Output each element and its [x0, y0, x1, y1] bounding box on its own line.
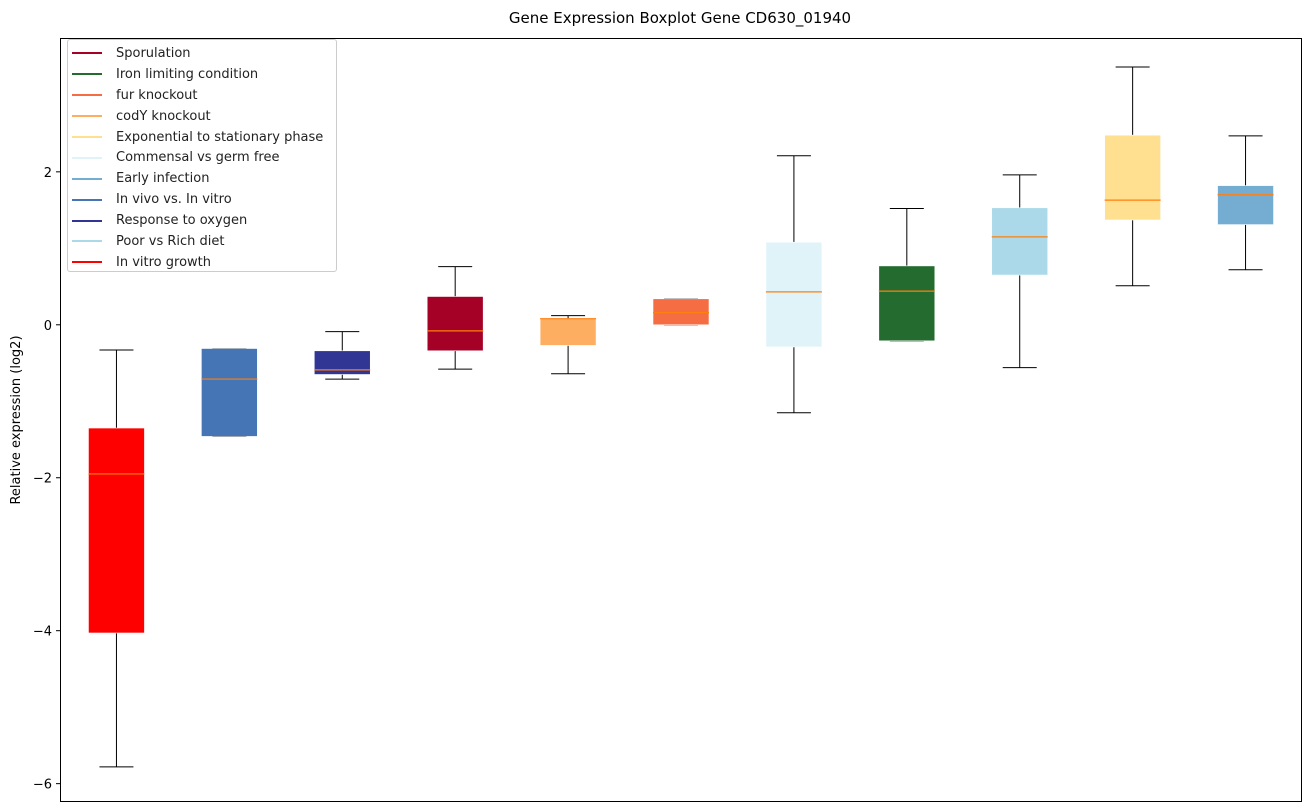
- y-tick-label: −4: [33, 625, 52, 640]
- plot-frame: [60, 38, 1302, 802]
- y-tick-label: −2: [33, 472, 52, 487]
- legend-label: Iron limiting condition: [116, 66, 259, 82]
- box-body: [313, 350, 371, 375]
- legend-label: Sporulation: [116, 45, 191, 61]
- legend-item: In vitro growth: [68, 252, 336, 273]
- box-body: [765, 241, 823, 348]
- legend-line-icon: [72, 261, 102, 264]
- y-axis-label: Relative expression (log2): [9, 335, 24, 504]
- y-tick-label: −6: [33, 778, 52, 793]
- legend-line-icon: [72, 219, 102, 222]
- box-in-vivo-vs-in-vitro: [201, 347, 258, 437]
- box-early-infection: [1217, 135, 1274, 271]
- legend-item: In vivo vs. In vitro: [68, 189, 336, 210]
- legend: Sporulation Iron limiting condition fur kn…: [67, 39, 337, 272]
- box-body: [426, 296, 484, 352]
- box-in-vitro-growth: [88, 349, 145, 768]
- box-body: [652, 298, 710, 326]
- legend-line-icon: [72, 52, 102, 55]
- legend-label: codY knockout: [116, 108, 211, 124]
- legend-label: In vitro growth: [116, 254, 211, 270]
- chart-title: Gene Expression Boxplot Gene CD630_01940: [509, 9, 851, 28]
- box-body: [201, 348, 258, 437]
- y-tick-label: 0: [44, 319, 52, 334]
- legend-label: Exponential to stationary phase: [116, 129, 324, 145]
- legend-item: codY knockout: [68, 106, 336, 127]
- box-commensal-vs-germ-free: [765, 155, 823, 414]
- box-body: [878, 265, 936, 342]
- legend-item: Poor vs Rich diet: [68, 231, 336, 252]
- box-sporulation: [426, 266, 484, 370]
- legend-label: Response to oxygen: [116, 213, 248, 229]
- legend-line-icon: [72, 73, 102, 76]
- box-body: [991, 207, 1049, 276]
- legend-item: Commensal vs germ free: [68, 147, 336, 168]
- legend-item: Sporulation: [68, 43, 336, 64]
- box-response-to-oxygen: [313, 331, 371, 380]
- y-tick-label: 2: [44, 166, 52, 181]
- legend-line-icon: [72, 94, 102, 97]
- box-cody-knockout: [539, 315, 597, 375]
- legend-line-icon: [72, 156, 102, 159]
- box-poor-vs-rich-diet: [991, 174, 1049, 369]
- box-fur-knockout: [652, 298, 710, 326]
- legend-label: Early infection: [116, 171, 210, 187]
- legend-label: Commensal vs germ free: [116, 150, 280, 166]
- box-iron-limiting-condition: [878, 208, 936, 342]
- legend-label: In vivo vs. In vitro: [116, 192, 232, 208]
- legend-item: Iron limiting condition: [68, 64, 336, 85]
- legend-item: Early infection: [68, 168, 336, 189]
- legend-line-icon: [72, 177, 102, 180]
- legend-label: fur knockout: [116, 87, 198, 103]
- legend-line-icon: [72, 136, 102, 138]
- legend-line-icon: [72, 115, 102, 118]
- legend-item: fur knockout: [68, 85, 336, 106]
- box-body: [1104, 134, 1161, 221]
- legend-line-icon: [72, 198, 102, 201]
- legend-line-icon: [72, 240, 102, 243]
- box-body: [539, 318, 597, 346]
- box-body: [1217, 185, 1274, 225]
- box-exponential-to-stationary-phase: [1104, 66, 1161, 287]
- legend-label: Poor vs Rich diet: [116, 233, 225, 249]
- box-body: [88, 427, 145, 634]
- legend-item: Response to oxygen: [68, 210, 336, 231]
- legend-item: Exponential to stationary phase: [68, 127, 336, 148]
